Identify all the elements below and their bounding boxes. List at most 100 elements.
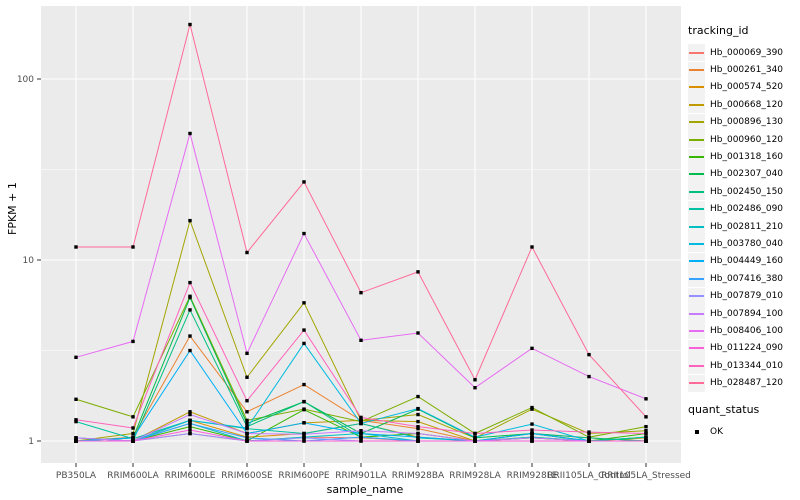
data-point xyxy=(74,245,78,249)
legend-key xyxy=(688,200,705,218)
data-point xyxy=(188,431,192,436)
data-point xyxy=(188,22,192,27)
legend-entry: Hb_000960_120 xyxy=(688,131,798,149)
x-tick-label: RRII105LA_Stressed xyxy=(601,471,691,481)
legend-key xyxy=(688,165,705,183)
data-point xyxy=(644,431,648,436)
data-point xyxy=(188,424,192,429)
data-point xyxy=(245,421,249,426)
data-point xyxy=(644,429,648,433)
legend-entry-label: Hb_008406_100 xyxy=(710,325,784,336)
data-point xyxy=(74,439,78,443)
data-point xyxy=(359,431,363,436)
legend-key xyxy=(688,270,705,288)
data-point xyxy=(131,415,135,419)
data-point xyxy=(530,245,534,249)
legend-entry-label: Hb_002486_090 xyxy=(710,204,784,215)
legend-entry: Hb_008406_100 xyxy=(688,322,798,340)
legend-key xyxy=(688,61,705,79)
data-point xyxy=(359,421,363,426)
data-point xyxy=(302,439,306,443)
data-point xyxy=(188,280,192,285)
data-point xyxy=(302,382,306,387)
data-point xyxy=(188,418,192,423)
data-point xyxy=(302,301,306,305)
x-axis-title: sample_name xyxy=(326,483,404,496)
data-point xyxy=(245,439,249,443)
legend-key xyxy=(688,96,705,114)
y-tick-label: 100 xyxy=(17,75,34,85)
legend-line-swatch-icon xyxy=(689,121,704,124)
legend-entry-label: Hb_002450_150 xyxy=(710,186,784,197)
data-point xyxy=(302,432,306,436)
legend-key xyxy=(688,287,705,305)
legend-key xyxy=(688,357,705,375)
legend-key xyxy=(688,305,705,323)
data-point xyxy=(74,436,78,440)
legend-entry: Hb_013344_010 xyxy=(688,357,798,375)
legend-entry-label: Hb_000069_390 xyxy=(710,47,784,58)
x-tick-label: PB350LA xyxy=(56,471,97,481)
x-tick-label: RRIM928LA xyxy=(449,471,501,481)
legend-line-swatch-icon xyxy=(689,242,704,245)
legend-line-swatch-icon xyxy=(689,347,704,350)
y-axis-title: FPKM + 1 xyxy=(6,182,19,235)
data-point xyxy=(530,436,534,440)
data-point xyxy=(416,394,420,399)
quant-ok-label: OK xyxy=(710,426,723,437)
y-tick-label: 10 xyxy=(23,256,35,266)
x-tick-label: RRII105LA_Control xyxy=(547,471,630,481)
data-point xyxy=(188,348,192,353)
data-point xyxy=(188,308,192,312)
legend-entry-label: Hb_002307_040 xyxy=(710,169,784,180)
legend-quant-status-block: quant_status OK xyxy=(688,403,798,440)
data-point xyxy=(245,418,249,423)
data-point xyxy=(587,430,591,434)
legend: tracking_id Hb_000069_390 Hb_000261_340 Hb… xyxy=(688,24,798,440)
data-point xyxy=(302,436,306,440)
data-point xyxy=(416,406,420,411)
data-point xyxy=(245,410,249,414)
legend-key xyxy=(688,148,705,166)
legend-key xyxy=(688,44,705,62)
legend-entry-label: Hb_007894_100 xyxy=(710,308,784,319)
legend-entry: Hb_004449_160 xyxy=(688,252,798,270)
legend-entry: Hb_007416_380 xyxy=(688,270,798,288)
legend-entry: Hb_000261_340 xyxy=(688,61,798,79)
legend-key xyxy=(688,252,705,270)
legend-line-swatch-icon xyxy=(689,138,704,141)
data-point xyxy=(416,419,420,424)
legend-entry: Hb_011224_090 xyxy=(688,339,798,357)
legend-entry: Hb_000574_520 xyxy=(688,78,798,96)
data-point xyxy=(245,398,249,403)
data-point xyxy=(644,424,648,429)
data-point xyxy=(473,431,477,436)
data-point xyxy=(302,231,306,236)
data-point xyxy=(530,405,534,410)
data-point xyxy=(644,439,648,443)
x-tick-label: RRIM901LA xyxy=(335,471,387,481)
legend-entry-label: Hb_004449_160 xyxy=(710,256,784,267)
data-point xyxy=(359,435,363,439)
data-point xyxy=(359,290,363,295)
data-point xyxy=(416,435,420,439)
legend-entry-quant-ok: OK xyxy=(688,423,798,440)
data-point xyxy=(188,295,192,300)
legend-title-tracking-id: tracking_id xyxy=(688,24,749,37)
data-point xyxy=(416,431,420,436)
data-point xyxy=(188,218,192,223)
data-point xyxy=(302,407,306,412)
data-point xyxy=(245,351,249,356)
data-point xyxy=(416,270,420,274)
legend-entry-label: Hb_000668_120 xyxy=(710,99,784,110)
data-point xyxy=(74,418,78,422)
data-point xyxy=(473,439,477,443)
data-point xyxy=(74,355,78,360)
data-point xyxy=(302,341,306,346)
data-point xyxy=(473,435,477,439)
legend-key xyxy=(688,78,705,96)
legend-entry-label: Hb_002811_210 xyxy=(710,221,784,232)
data-point xyxy=(359,429,363,433)
legend-entry-label: Hb_028487_120 xyxy=(710,378,784,389)
data-point xyxy=(245,250,249,255)
